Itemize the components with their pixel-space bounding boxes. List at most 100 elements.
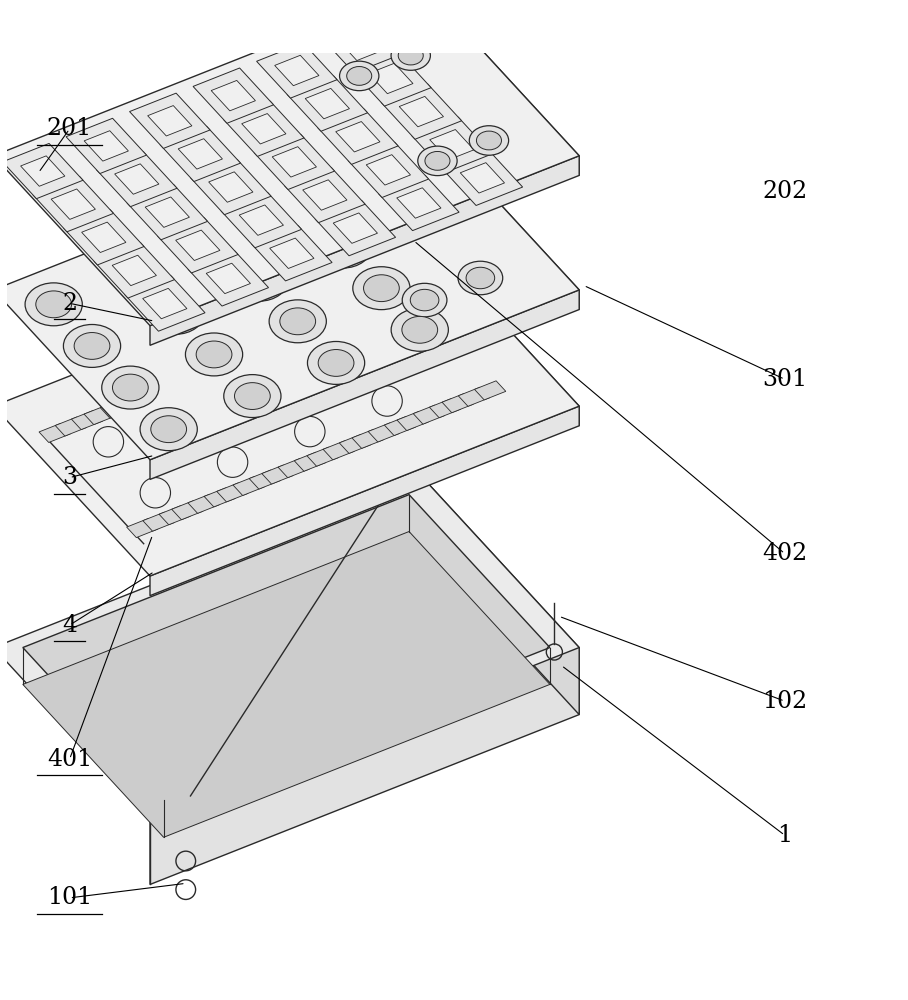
Polygon shape — [159, 506, 191, 525]
Polygon shape — [352, 429, 383, 448]
Polygon shape — [354, 299, 386, 318]
Polygon shape — [397, 188, 441, 218]
Polygon shape — [191, 363, 222, 383]
Text: 301: 301 — [762, 368, 807, 391]
Text: 101: 101 — [47, 886, 92, 909]
Ellipse shape — [192, 217, 250, 260]
Polygon shape — [387, 286, 419, 305]
Polygon shape — [219, 352, 251, 371]
Polygon shape — [82, 222, 126, 253]
Polygon shape — [429, 399, 460, 418]
Text: 202: 202 — [762, 180, 807, 203]
Ellipse shape — [391, 308, 449, 351]
Text: 2: 2 — [62, 292, 77, 315]
Ellipse shape — [353, 267, 410, 310]
Polygon shape — [278, 459, 310, 478]
Text: 102: 102 — [762, 690, 807, 713]
Ellipse shape — [308, 341, 365, 384]
Polygon shape — [423, 478, 579, 715]
Polygon shape — [33, 177, 114, 232]
Polygon shape — [206, 263, 251, 294]
Text: 201: 201 — [47, 117, 92, 140]
Text: 402: 402 — [762, 542, 807, 565]
Polygon shape — [145, 197, 190, 227]
Polygon shape — [249, 470, 281, 489]
Polygon shape — [252, 226, 332, 281]
Polygon shape — [281, 328, 311, 347]
Polygon shape — [442, 394, 473, 413]
Polygon shape — [126, 519, 158, 538]
Polygon shape — [21, 156, 64, 186]
Ellipse shape — [25, 283, 83, 326]
Polygon shape — [270, 238, 314, 268]
Polygon shape — [160, 126, 241, 182]
Polygon shape — [252, 339, 283, 358]
Polygon shape — [124, 276, 205, 331]
Polygon shape — [381, 84, 461, 139]
Ellipse shape — [399, 46, 423, 65]
Polygon shape — [336, 122, 380, 152]
Polygon shape — [321, 18, 400, 73]
Polygon shape — [51, 189, 95, 219]
Polygon shape — [23, 532, 550, 837]
Ellipse shape — [402, 316, 438, 343]
Ellipse shape — [458, 261, 503, 295]
Polygon shape — [72, 411, 103, 430]
Polygon shape — [233, 476, 264, 496]
Polygon shape — [350, 51, 431, 106]
Ellipse shape — [410, 289, 439, 311]
Polygon shape — [39, 423, 70, 442]
Ellipse shape — [120, 258, 155, 285]
Polygon shape — [284, 167, 365, 223]
Polygon shape — [287, 76, 368, 131]
Polygon shape — [475, 381, 506, 400]
Ellipse shape — [196, 341, 232, 368]
Polygon shape — [223, 101, 304, 156]
Polygon shape — [242, 114, 286, 144]
Polygon shape — [302, 180, 347, 210]
Ellipse shape — [466, 267, 495, 289]
Polygon shape — [55, 417, 86, 436]
Ellipse shape — [425, 151, 450, 170]
Ellipse shape — [242, 266, 277, 293]
Ellipse shape — [35, 291, 72, 318]
Text: 3: 3 — [62, 466, 77, 489]
Ellipse shape — [363, 275, 400, 302]
Polygon shape — [366, 155, 410, 185]
Polygon shape — [235, 346, 267, 365]
Ellipse shape — [391, 41, 430, 70]
Polygon shape — [84, 131, 128, 161]
Polygon shape — [429, 130, 474, 160]
Polygon shape — [305, 88, 350, 119]
Polygon shape — [150, 406, 579, 596]
Polygon shape — [162, 375, 192, 394]
Ellipse shape — [280, 308, 316, 335]
Polygon shape — [84, 406, 115, 425]
Polygon shape — [0, 0, 579, 326]
Ellipse shape — [318, 350, 354, 376]
Polygon shape — [150, 290, 579, 479]
Polygon shape — [315, 201, 396, 256]
Polygon shape — [209, 172, 253, 202]
Ellipse shape — [223, 375, 281, 418]
Polygon shape — [239, 205, 283, 235]
Polygon shape — [193, 68, 273, 123]
Ellipse shape — [324, 198, 369, 232]
Polygon shape — [3, 143, 83, 199]
Polygon shape — [400, 96, 443, 127]
Ellipse shape — [276, 183, 333, 226]
Polygon shape — [127, 185, 208, 240]
Polygon shape — [275, 55, 319, 86]
Text: 4: 4 — [62, 614, 77, 637]
Polygon shape — [262, 465, 293, 484]
Polygon shape — [150, 648, 579, 884]
Polygon shape — [143, 512, 174, 531]
Text: 401: 401 — [47, 748, 92, 771]
Polygon shape — [442, 150, 523, 205]
Polygon shape — [423, 120, 579, 310]
Ellipse shape — [388, 182, 417, 204]
Polygon shape — [340, 434, 370, 453]
Polygon shape — [0, 120, 579, 460]
Polygon shape — [460, 163, 505, 193]
Polygon shape — [370, 292, 402, 311]
